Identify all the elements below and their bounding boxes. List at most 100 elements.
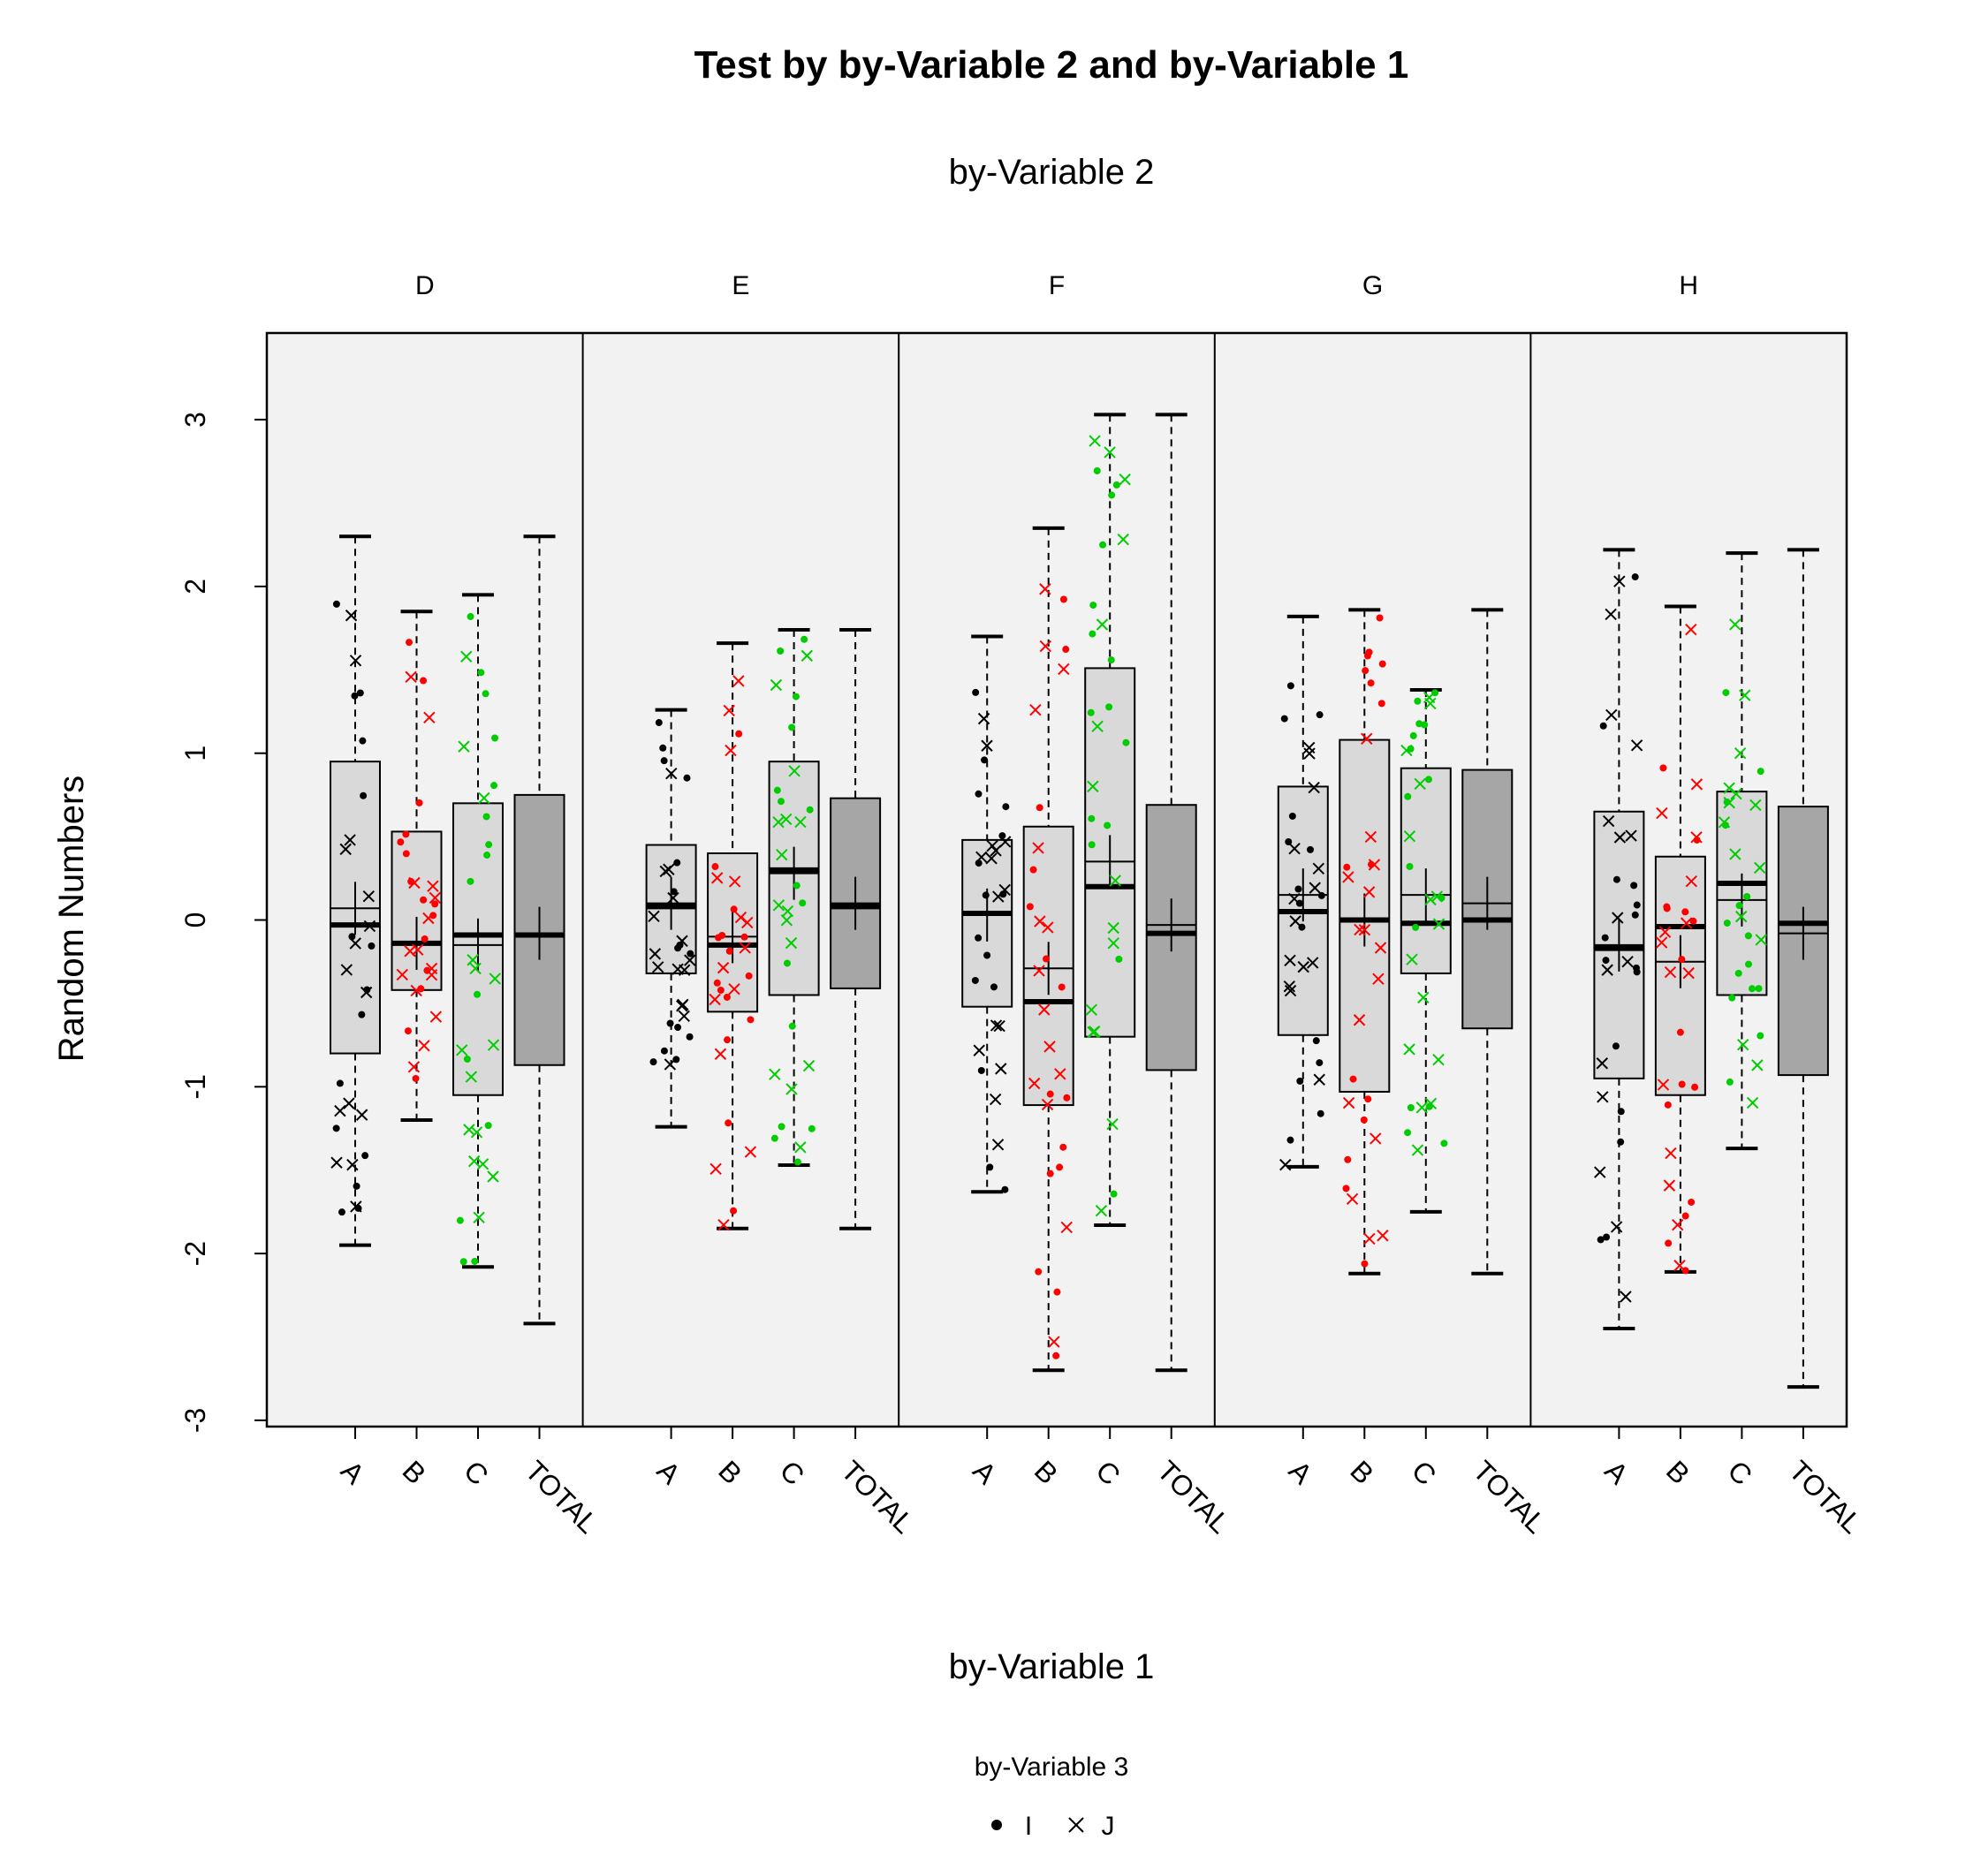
- point-J: [1730, 787, 1742, 800]
- point-I: [649, 1058, 657, 1066]
- point-I: [730, 905, 738, 913]
- point-I: [420, 677, 428, 685]
- point-J: [667, 891, 679, 905]
- point-J: [1621, 955, 1634, 968]
- box-H-B: [1654, 604, 1706, 1275]
- point-J: [1284, 954, 1296, 967]
- point-I: [1107, 656, 1115, 664]
- point-J: [429, 891, 442, 905]
- point-J: [788, 765, 801, 777]
- point-I: [1104, 822, 1112, 829]
- point-I: [1665, 1239, 1673, 1247]
- point-I: [1659, 764, 1667, 772]
- point-J: [770, 678, 783, 692]
- point-I: [1603, 1233, 1611, 1241]
- point-J: [1597, 1091, 1609, 1103]
- point-J: [1297, 960, 1309, 973]
- x-tick-label-H-B: B: [1660, 1454, 1696, 1490]
- point-I: [1029, 866, 1037, 874]
- point-I: [338, 1208, 345, 1216]
- point-J: [659, 865, 672, 878]
- point-I: [1122, 738, 1130, 746]
- point-J: [418, 1040, 430, 1052]
- box-H-C: [1716, 551, 1768, 1151]
- box-E-C: [768, 627, 820, 1168]
- point-I: [471, 1257, 479, 1265]
- point-I: [404, 1027, 412, 1035]
- panel-label-G: G: [1362, 271, 1383, 300]
- point-J: [1087, 1026, 1099, 1039]
- point-J: [346, 1158, 359, 1171]
- point-J: [1307, 957, 1319, 969]
- point-J: [780, 914, 793, 927]
- point-J: [427, 880, 439, 892]
- chart-title: Test by by-Variable 2 and by-Variable 1: [694, 43, 1409, 87]
- panel-F: F A B C TOTAL: [961, 271, 1236, 1540]
- point-J: [975, 851, 988, 864]
- point-I: [1296, 1077, 1304, 1085]
- point-I: [1749, 985, 1757, 993]
- point-J: [467, 1155, 481, 1168]
- point-I: [982, 891, 990, 899]
- point-I: [484, 1122, 492, 1130]
- point-J: [1107, 937, 1119, 950]
- y-tick-label: -3: [179, 1408, 211, 1433]
- point-J: [1613, 831, 1627, 844]
- point-I: [1404, 1129, 1412, 1137]
- point-J: [350, 1200, 362, 1213]
- point-J: [1414, 777, 1426, 791]
- point-I: [747, 1016, 755, 1024]
- point-I: [1664, 1101, 1672, 1109]
- point-J: [1403, 829, 1416, 843]
- point-J: [1106, 1117, 1119, 1131]
- x-tick-label-D-A: A: [335, 1454, 371, 1490]
- point-I: [1599, 722, 1607, 730]
- point-I: [1631, 911, 1639, 919]
- point-I: [1693, 836, 1701, 844]
- point-I: [407, 877, 415, 885]
- point-I: [1415, 720, 1423, 728]
- box-E-B: [707, 641, 759, 1231]
- point-J: [723, 704, 735, 717]
- point-J: [1432, 918, 1445, 930]
- point-J: [717, 961, 730, 974]
- point-I: [686, 1033, 694, 1041]
- legend-title: by-Variable 3: [975, 1753, 1129, 1782]
- point-I: [670, 888, 678, 896]
- point-J: [1657, 1079, 1670, 1091]
- point-I: [659, 744, 667, 752]
- point-I: [806, 806, 814, 814]
- legend-label: J: [1102, 1812, 1115, 1841]
- box-D-C: [452, 593, 504, 1269]
- point-J: [1289, 915, 1301, 928]
- point-J: [363, 920, 376, 933]
- x-tick-label-D-C: C: [458, 1454, 495, 1491]
- point-J: [429, 1011, 443, 1023]
- point-I: [808, 1124, 816, 1132]
- point-I: [1602, 957, 1610, 965]
- point-I: [1678, 956, 1686, 964]
- point-J: [1753, 861, 1766, 874]
- point-J: [1734, 746, 1747, 760]
- point-J: [734, 911, 747, 924]
- x-tick-label-F-A: A: [967, 1454, 1003, 1490]
- point-I: [1744, 932, 1752, 940]
- point-I: [1035, 1268, 1043, 1276]
- point-J: [1610, 1221, 1623, 1233]
- point-J: [362, 890, 376, 903]
- point-I: [420, 896, 428, 904]
- point-I: [687, 950, 694, 958]
- point-J: [478, 791, 490, 805]
- x-tick-label-E-TOTAL: TOTAL: [835, 1454, 920, 1539]
- point-I: [717, 986, 725, 994]
- point-I: [1046, 1090, 1054, 1098]
- point-J: [1043, 1041, 1056, 1053]
- point-I: [1312, 1037, 1320, 1045]
- point-I: [672, 1056, 680, 1064]
- point-I: [1316, 711, 1324, 719]
- point-I: [1349, 1075, 1357, 1083]
- box-F-B: [1022, 526, 1074, 1373]
- point-J: [1658, 926, 1672, 938]
- point-J: [1682, 966, 1695, 980]
- x-tick-label-G-C: C: [1406, 1454, 1443, 1491]
